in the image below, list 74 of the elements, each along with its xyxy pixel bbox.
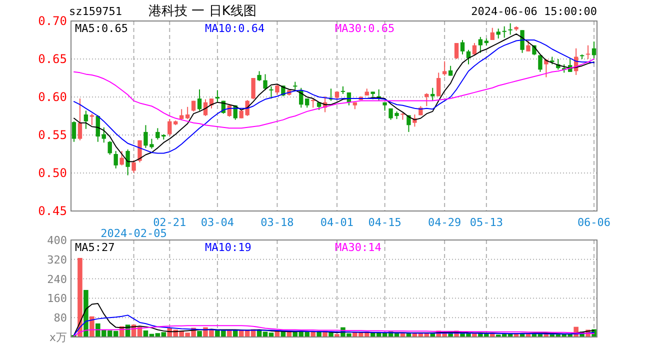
candlestick — [251, 78, 256, 100]
candlestick — [257, 70, 262, 82]
y-tick-label: 0.65 — [38, 52, 67, 66]
y-tick-label: 0.70 — [38, 14, 67, 28]
candlestick — [114, 150, 118, 169]
y-tick-label: 80 — [54, 312, 67, 325]
candlestick — [168, 118, 172, 136]
x-tick-label: 05-13 — [470, 216, 503, 229]
chart-title: 港科技 一 日K线图 — [148, 4, 256, 19]
candlestick — [179, 108, 184, 120]
text: MA5:27 — [75, 241, 115, 254]
candlestick — [538, 54, 542, 72]
candlestick — [84, 110, 88, 130]
y-tick-label: 320 — [47, 253, 67, 266]
candlestick — [78, 98, 82, 141]
y-tick-label: 160 — [47, 292, 67, 306]
candlestick — [508, 22, 512, 36]
candlestick — [478, 36, 483, 54]
x-tick-label: 03-18 — [260, 216, 294, 229]
candlestick — [120, 150, 124, 166]
candlestick — [126, 148, 130, 176]
x-tick-label: 06-06 — [577, 216, 611, 229]
candlestick — [132, 160, 136, 174]
candlestick — [424, 92, 429, 107]
candlestick — [526, 40, 530, 52]
text: MA10:0.64 — [205, 22, 265, 35]
y-tick-label: 400 — [47, 234, 67, 247]
x-tick-label: 2024-02-05 — [100, 227, 167, 240]
candlestick — [215, 90, 220, 103]
candlestick — [454, 42, 459, 60]
candlestick — [263, 74, 268, 91]
text: MA30:14 — [335, 241, 382, 254]
y-tick-label: 0.60 — [38, 90, 67, 104]
y-tick-label: 240 — [47, 272, 67, 286]
bar — [84, 290, 88, 337]
text: MA5:0.65 — [75, 22, 128, 35]
text: MA30:0.65 — [335, 22, 395, 35]
candlestick — [496, 28, 500, 39]
candlestick — [275, 84, 280, 96]
line-series — [73, 314, 595, 336]
candlestick — [305, 98, 310, 108]
bar — [197, 330, 202, 337]
x-tick-label: 04-01 — [320, 216, 354, 229]
text: sz159751 — [69, 5, 122, 18]
candlestick — [108, 140, 112, 156]
candlestick — [592, 41, 596, 59]
y-tick-label: x万 — [49, 331, 67, 344]
candlestick — [472, 42, 477, 56]
x-tick-label: 03-04 — [200, 216, 234, 229]
candlestick — [406, 114, 411, 132]
candlestick — [185, 106, 190, 120]
candlestick — [502, 26, 506, 38]
x-tick-label: 04-15 — [368, 216, 402, 229]
candlestick — [442, 60, 447, 76]
line-series — [73, 325, 595, 336]
x-tick-label: 02-21 — [153, 216, 186, 229]
candlestick — [436, 72, 441, 97]
text: MA10:19 — [205, 241, 252, 254]
y-tick-label: 0.45 — [38, 204, 67, 218]
y-tick-label: 0.55 — [38, 128, 67, 142]
candlestick — [310, 98, 316, 108]
candlestick — [90, 113, 94, 126]
x-tick-label: 04-29 — [428, 216, 462, 229]
candlestick — [586, 44, 590, 60]
candlestick — [490, 27, 494, 40]
candlestick — [269, 86, 274, 100]
bar — [78, 258, 82, 337]
candlestick — [460, 40, 465, 55]
candlestick — [72, 120, 76, 142]
bar — [227, 330, 232, 337]
candlestick — [102, 126, 106, 144]
y-tick-label: 0.50 — [38, 166, 67, 180]
candlestick — [197, 88, 202, 112]
text: 2024-06-06 15:00:00 — [471, 5, 597, 18]
